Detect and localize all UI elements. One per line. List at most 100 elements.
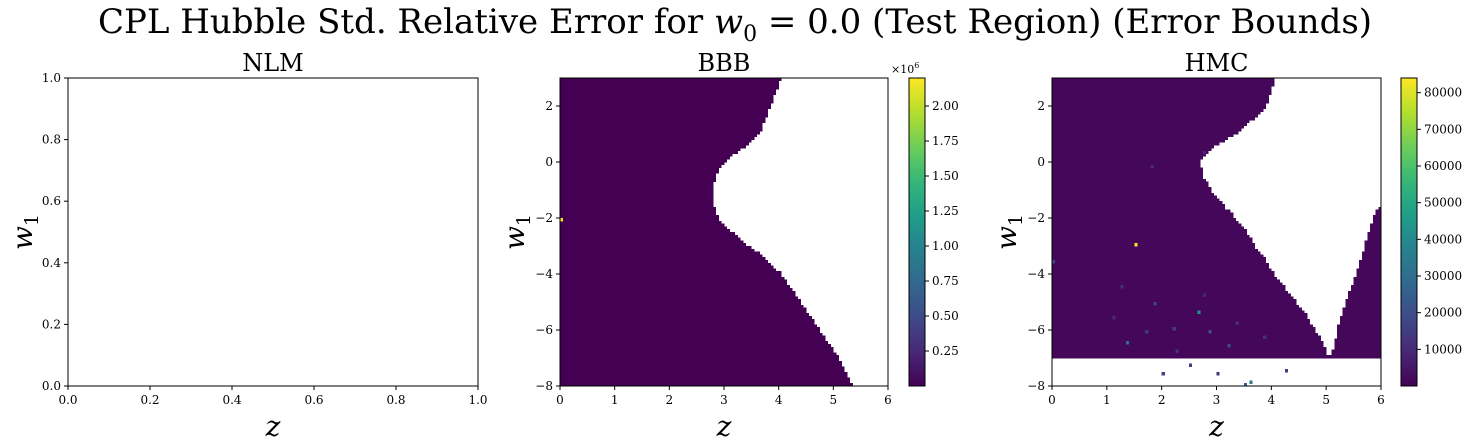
heatmap-row <box>560 142 749 146</box>
heatmap-row <box>1052 341 1324 345</box>
heatmap-hotspot <box>1172 327 1176 331</box>
heatmap-row <box>560 360 842 364</box>
heatmap-row <box>1052 276 1278 280</box>
heatmap-row <box>1345 304 1382 308</box>
heatmap-row <box>560 125 763 129</box>
x-tick-label: 0.0 <box>58 393 77 407</box>
y-tick-label: −2 <box>535 211 553 225</box>
heatmap-row <box>1052 78 1275 82</box>
heatmap-hotspot <box>1120 285 1124 289</box>
heatmap-row <box>560 299 801 303</box>
heatmap-row <box>560 234 738 238</box>
y-axis-label: w1 <box>990 214 1027 250</box>
heatmap-row <box>560 265 774 269</box>
heatmap-row <box>1052 156 1204 160</box>
heatmap-row <box>560 248 755 252</box>
heatmap-row <box>1361 251 1382 255</box>
heatmap-row <box>560 162 725 166</box>
heatmap-row <box>560 288 793 292</box>
colorbar-tick-label: 1.00 <box>932 239 959 253</box>
heatmap-row <box>1337 335 1382 339</box>
heatmap-row <box>1367 234 1382 238</box>
y-tick-label: 1.0 <box>42 71 61 85</box>
heatmap-row <box>560 310 807 314</box>
heatmap-row <box>1052 321 1311 325</box>
heatmap-row <box>1052 201 1223 205</box>
heatmap-row <box>1052 192 1215 196</box>
heatmap-cells <box>560 78 853 387</box>
colorbar-tick-label: 0.50 <box>932 309 959 323</box>
heatmap-row <box>560 246 752 250</box>
heatmap-row <box>1052 181 1209 185</box>
heatmap-row <box>560 374 848 378</box>
heatmap-row <box>1052 232 1247 236</box>
heatmap-row <box>560 145 747 149</box>
heatmap-row <box>560 304 804 308</box>
heatmap-row <box>1052 288 1286 292</box>
y-tick-label: 0.0 <box>42 379 61 393</box>
x-axis-label: z <box>265 410 281 443</box>
heatmap-row <box>1052 335 1321 339</box>
heatmap-row <box>560 355 840 359</box>
heatmap-row <box>1342 307 1382 311</box>
heatmap-row <box>560 206 717 210</box>
figure-title-suffix: (Test Region) (Error Bounds) <box>861 2 1373 42</box>
x-tick-label: 6 <box>1377 393 1385 407</box>
x-tick-label: 5 <box>1322 393 1330 407</box>
heatmap-row <box>560 89 777 93</box>
heatmap-row <box>560 346 834 350</box>
panel-title: NLM <box>242 49 304 77</box>
y-tick-label: −4 <box>535 267 553 281</box>
heatmap-row <box>1052 316 1308 320</box>
heatmap-hotspot <box>1249 380 1253 384</box>
heatmap-row <box>560 226 728 230</box>
heatmap-row <box>1052 285 1286 289</box>
axes-frame <box>67 77 479 387</box>
heatmap-row <box>1370 226 1382 230</box>
heatmap-row <box>1356 274 1382 278</box>
colorbar: 10000 20000 30000 40000 50000 60000 70000 80000 <box>1400 77 1462 387</box>
heatmap-row <box>1052 164 1201 168</box>
heatmap-row <box>560 100 774 104</box>
heatmap-row <box>560 316 812 320</box>
heatmap-row <box>560 338 826 342</box>
heatmap-row <box>560 190 714 194</box>
heatmap-row <box>1356 271 1382 275</box>
heatmap-row <box>560 307 807 311</box>
heatmap-row <box>560 260 769 264</box>
heatmap-row <box>1348 293 1382 297</box>
heatmap-row <box>1052 344 1324 348</box>
heatmap-row <box>560 117 766 121</box>
heatmap-row <box>560 78 782 82</box>
heatmap-row <box>560 327 820 331</box>
heatmap-hotspot <box>1235 321 1239 325</box>
heatmap-row <box>1052 229 1247 233</box>
heatmap-row <box>560 94 774 98</box>
heatmap-row <box>1052 327 1316 331</box>
heatmap-row <box>1348 290 1382 294</box>
heatmap-row <box>1052 352 1327 356</box>
heatmap-row <box>1359 265 1382 269</box>
heatmap-row <box>560 352 837 356</box>
heatmap-row <box>560 302 801 306</box>
heatmap-row <box>560 131 760 135</box>
heatmap-row <box>1052 215 1234 219</box>
heatmap-row <box>560 148 741 152</box>
heatmap-row <box>1052 178 1206 182</box>
heatmap-row <box>1052 97 1269 101</box>
heatmap-row <box>1334 338 1382 342</box>
heatmap-row <box>560 332 823 336</box>
y-axis-label-subscript: 1 <box>21 214 43 226</box>
heatmap-row <box>560 285 790 289</box>
heatmap-hotspot <box>1227 344 1231 348</box>
x-tick-label: 4 <box>1268 393 1276 407</box>
heatmap-row <box>1052 83 1275 87</box>
colorbar-tick-label: 20000 <box>1424 306 1462 320</box>
heatmap-row <box>1375 212 1382 216</box>
heatmap-row <box>1052 209 1231 213</box>
heatmap-row <box>1372 220 1382 224</box>
heatmap-row <box>1052 243 1256 247</box>
y-tick-label: −8 <box>1027 379 1045 393</box>
heatmap-row <box>1052 176 1204 180</box>
heatmap-row <box>1353 276 1382 280</box>
